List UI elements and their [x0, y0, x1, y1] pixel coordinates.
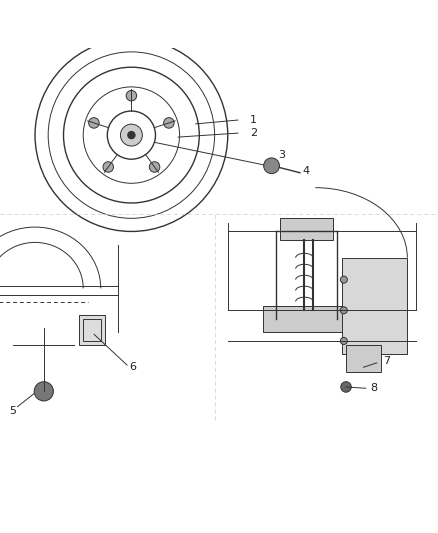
Text: 5: 5	[9, 406, 16, 416]
Bar	[342, 258, 407, 354]
Circle shape	[126, 91, 137, 101]
Bar	[79, 314, 105, 345]
Circle shape	[128, 132, 135, 139]
Text: 4: 4	[302, 166, 309, 176]
Circle shape	[88, 118, 99, 128]
Circle shape	[164, 118, 174, 128]
Circle shape	[120, 124, 142, 146]
Circle shape	[149, 161, 160, 172]
Text: 7: 7	[383, 356, 390, 366]
Text: 2: 2	[250, 128, 257, 138]
Bar	[346, 345, 381, 372]
Circle shape	[340, 337, 347, 344]
Text: 3: 3	[278, 150, 285, 160]
Circle shape	[34, 382, 53, 401]
Circle shape	[103, 161, 113, 172]
Circle shape	[341, 382, 351, 392]
Bar	[263, 306, 359, 332]
Text: 6: 6	[129, 362, 136, 372]
Circle shape	[340, 276, 347, 283]
Text: 8: 8	[370, 383, 377, 393]
Circle shape	[340, 307, 347, 314]
Circle shape	[264, 158, 279, 174]
Bar	[83, 319, 101, 341]
Bar	[280, 219, 333, 240]
Text: 1: 1	[250, 115, 257, 125]
